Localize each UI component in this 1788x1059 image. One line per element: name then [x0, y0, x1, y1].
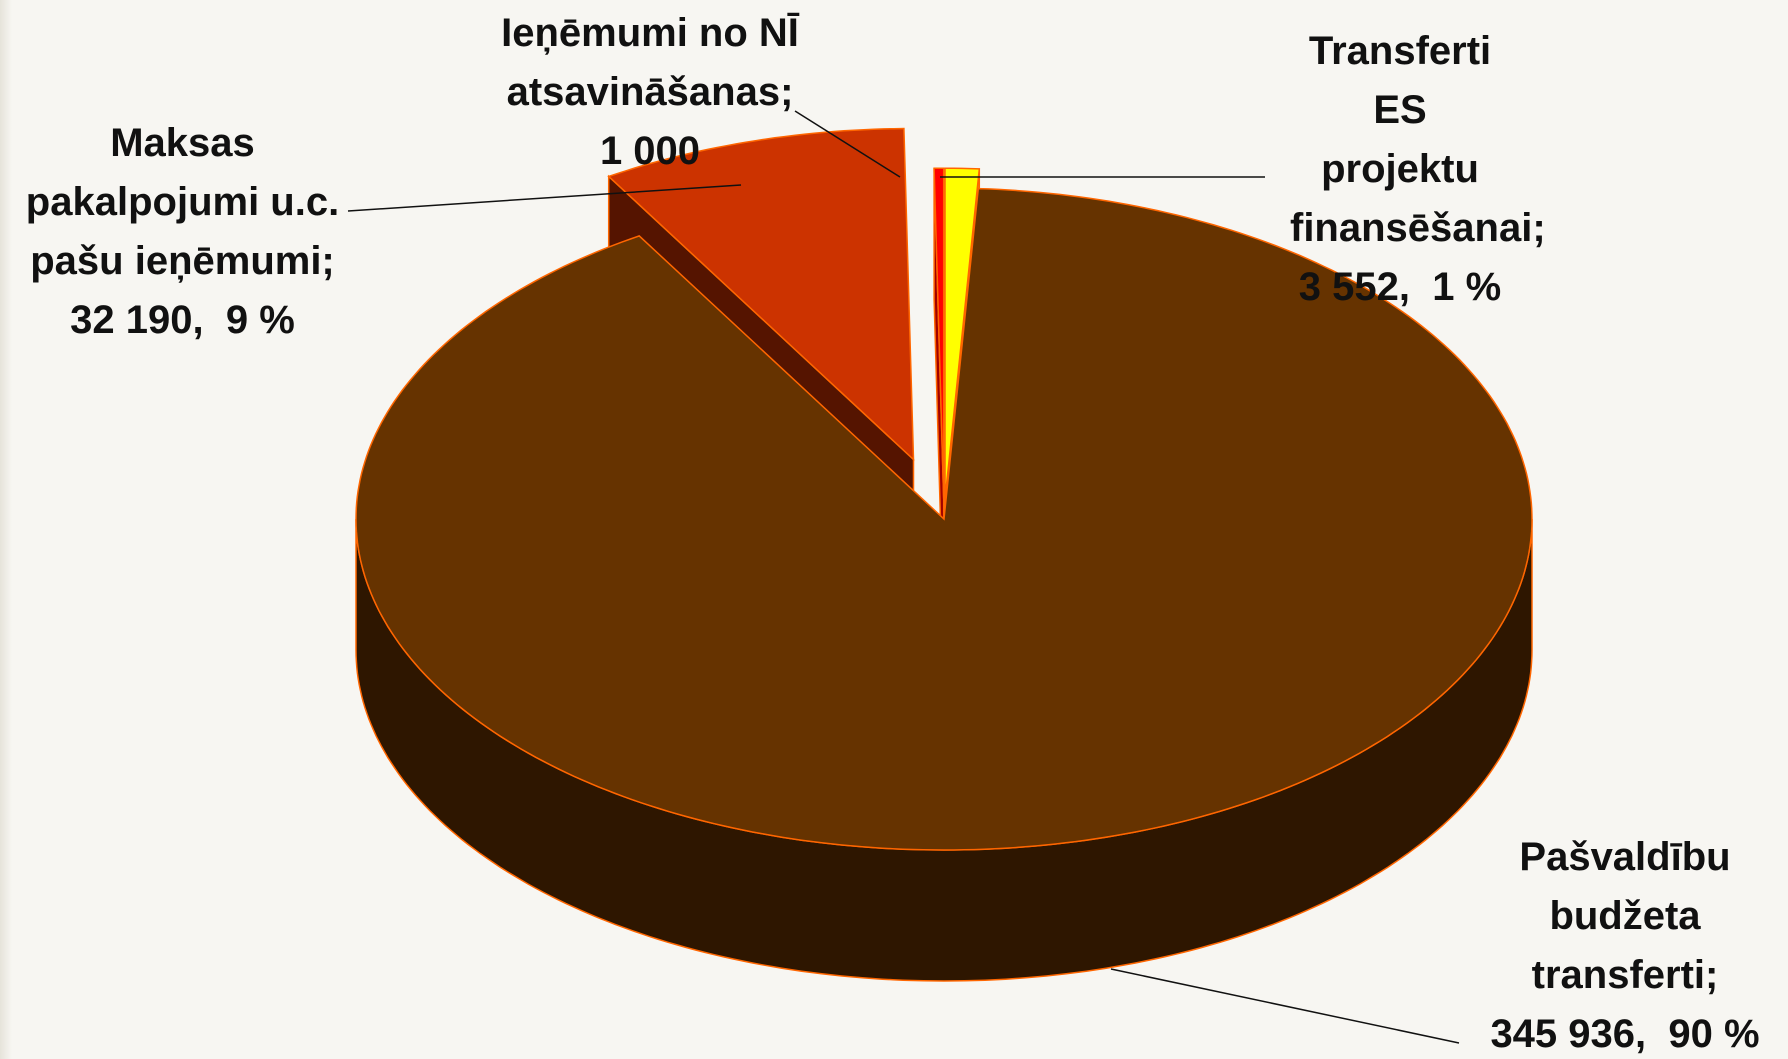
value-label: 3 552, — [1298, 265, 1411, 309]
leader-line — [794, 110, 901, 178]
data-label: Pašvaldību budžeta transferti; 345 936, 9… — [1455, 828, 1788, 1059]
value-line: 345 936, 90 % — [1455, 1005, 1788, 1059]
value-line: 3 552, 1 % — [1290, 258, 1510, 317]
data-label: Transferti ES projektu finansēšanai; 3 55… — [1290, 22, 1546, 317]
value-label: 32 190, — [70, 298, 204, 342]
category-label: Maksas pakalpojumi u.c. pašu ieņēmumi; — [25, 121, 340, 283]
percent-label: 90 % — [1668, 1012, 1760, 1056]
category-label: Transferti ES projektu finansēšanai; — [1290, 29, 1546, 250]
value-line: 32 190, 9 % — [0, 291, 365, 350]
value-label: 345 936, — [1490, 1012, 1647, 1056]
data-label: Maksas pakalpojumi u.c. pašu ieņēmumi; 32… — [0, 114, 365, 350]
leader-line — [347, 184, 742, 212]
data-label: Ieņēmumi no NĪ atsavināšanas; 1 000 — [460, 4, 840, 181]
value-line: 1 000 — [460, 122, 840, 181]
slice — [944, 167, 981, 500]
slice — [355, 187, 1533, 851]
category-label: Pašvaldību budžeta transferti; — [1519, 835, 1731, 997]
value-label: 1 000 — [599, 129, 701, 173]
category-label: Ieņēmumi no NĪ atsavināšanas; — [501, 11, 799, 114]
slice — [607, 127, 915, 462]
leader-line — [1110, 968, 1460, 1044]
slice — [933, 167, 945, 500]
percent-label: 9 % — [225, 298, 295, 342]
percent-label: 1 % — [1432, 265, 1502, 309]
